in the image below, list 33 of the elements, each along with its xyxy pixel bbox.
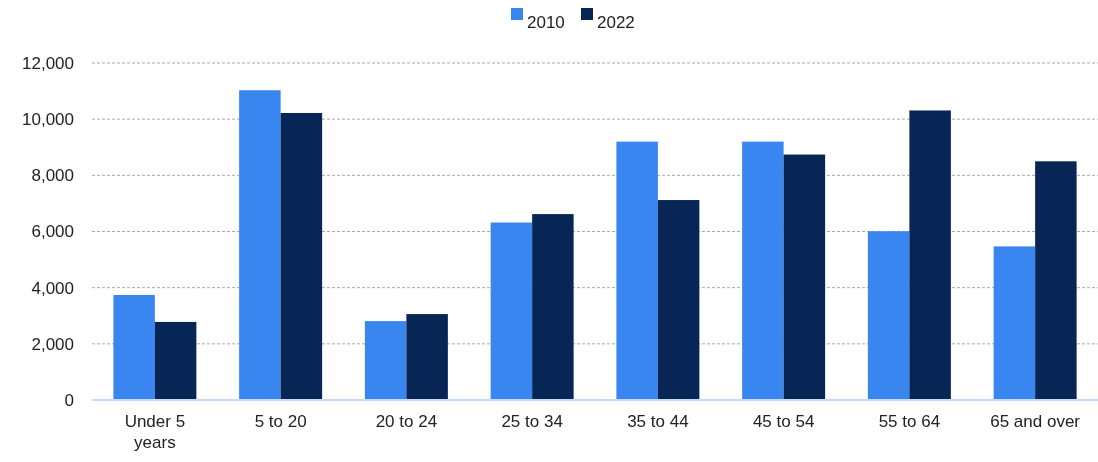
legend-label: 2010 (527, 13, 565, 33)
bar (657, 200, 700, 400)
bar (154, 321, 197, 400)
x-tick-label: 45 to 54 (752, 412, 815, 431)
bar (532, 214, 574, 400)
bar (867, 231, 910, 400)
y-tick-label: 10,000 (22, 110, 74, 130)
legend-label: 2022 (597, 13, 635, 33)
bar (909, 110, 951, 400)
bar (742, 141, 784, 400)
x-tick-label: 25 to 34 (501, 412, 563, 431)
bar (239, 90, 281, 400)
x-tick-label: Under 5 years (124, 412, 186, 452)
x-tick-label: 35 to 44 (627, 412, 689, 431)
bar (406, 314, 448, 400)
x-tick-label: 20 to 24 (375, 412, 438, 431)
bar (280, 112, 323, 400)
bar (364, 321, 407, 400)
y-tick-label: 12,000 (22, 53, 74, 73)
x-tick-label: 5 to 20 (254, 412, 307, 431)
bar (113, 294, 155, 400)
x-tick-label: 55 to 64 (878, 412, 941, 431)
y-tick-label: 0 (64, 390, 74, 410)
y-tick-label: 2,000 (31, 334, 74, 354)
bar (616, 141, 658, 400)
x-tick-label: 65 and over (990, 412, 1081, 431)
bar (993, 246, 1036, 400)
bar (1035, 161, 1077, 400)
y-tick-label: 4,000 (31, 278, 74, 298)
bar (490, 222, 533, 400)
y-tick-label: 6,000 (31, 222, 74, 242)
bar (783, 154, 826, 400)
y-tick-label: 8,000 (31, 166, 74, 186)
